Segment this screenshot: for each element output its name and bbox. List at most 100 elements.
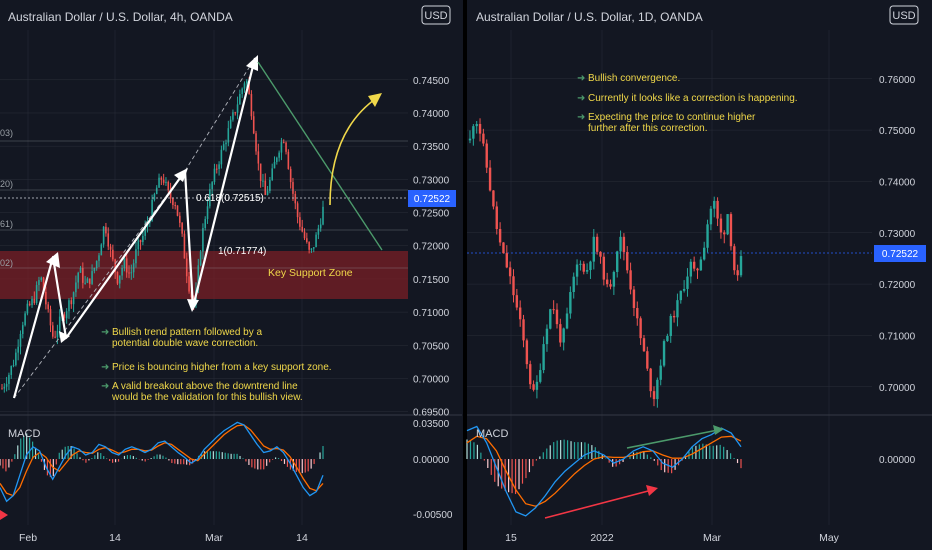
left-candles	[1, 76, 324, 393]
fib-label: 61)	[0, 219, 13, 229]
candle-body	[54, 336, 56, 338]
candle-body	[264, 180, 267, 195]
candle-body	[301, 226, 304, 232]
candle-body	[165, 181, 167, 183]
candle-body	[153, 194, 156, 200]
candle-body	[289, 168, 292, 183]
candle-body	[19, 333, 22, 347]
candle-body	[75, 282, 77, 293]
candle-body	[672, 315, 676, 318]
price-tick-label: 0.76000	[879, 75, 916, 86]
panel-separator[interactable]	[463, 0, 467, 550]
candle-body	[174, 205, 177, 207]
candle-body	[65, 311, 68, 319]
candle-body	[317, 228, 320, 235]
candle-body	[35, 285, 38, 304]
candle-body	[636, 307, 639, 319]
candle-body	[107, 233, 110, 247]
candle-body	[696, 268, 699, 271]
price-tick-label: 0.72000	[413, 242, 450, 253]
candle-body	[622, 236, 626, 253]
time-tick-label: 15	[505, 532, 517, 544]
candle-body	[125, 258, 128, 273]
candle-body	[545, 328, 549, 345]
candle-body	[488, 167, 492, 191]
candle-body	[139, 240, 142, 243]
price-tick-label: 0.73500	[413, 142, 450, 153]
candle-body	[702, 247, 706, 260]
candle-body	[632, 289, 636, 308]
candle-body	[109, 246, 112, 250]
candle-body	[142, 235, 144, 243]
candle-body	[525, 340, 529, 365]
candle-body	[482, 133, 485, 144]
candle-body	[68, 300, 70, 312]
left-currency-button[interactable]: USD	[421, 5, 451, 25]
note-line-segment: potential double wave correction.	[112, 338, 258, 349]
left-price-tag: 0.72522	[408, 190, 456, 207]
candle-body	[211, 182, 213, 190]
right-candles	[468, 118, 743, 408]
candle-body	[662, 341, 666, 366]
candle-body	[82, 268, 84, 283]
right-price-tag-text: 0.72522	[882, 249, 919, 260]
candle-body	[185, 258, 188, 277]
price-divergence-line[interactable]	[544, 489, 653, 519]
candle-body	[144, 226, 146, 236]
candle-body	[294, 193, 297, 204]
candle-body	[91, 271, 93, 284]
candle-body	[95, 260, 98, 268]
candle-body	[522, 319, 525, 341]
fib-label: 20)	[0, 179, 13, 189]
candle-body	[176, 205, 179, 216]
candle-body	[45, 291, 47, 305]
fibonacci-levels[interactable]: 03) 20) 61) 02) 0.618(0.72515) 1(0.71774…	[0, 128, 408, 269]
candle-body	[468, 138, 472, 141]
candle-body	[726, 214, 729, 235]
price-tick-label: 0.73000	[879, 229, 916, 240]
note-line-segment: Bullish trend pattern followed by a	[112, 327, 263, 338]
candle-body	[699, 259, 703, 271]
candle-body	[266, 190, 269, 195]
candle-body	[98, 255, 100, 261]
candle-body	[3, 386, 6, 389]
candle-body	[542, 344, 545, 371]
candle-body	[639, 318, 642, 339]
candle-body	[15, 352, 17, 366]
price-tick-label: 0.70500	[413, 341, 450, 352]
candle-body	[227, 128, 230, 143]
candle-body	[495, 206, 498, 229]
candle-body	[188, 276, 190, 292]
candle-body	[243, 83, 246, 89]
candle-body	[733, 246, 736, 271]
candle-body	[676, 300, 679, 318]
downtrend-line[interactable]	[257, 61, 383, 251]
right-currency-label: USD	[892, 10, 915, 22]
candle-body	[52, 325, 54, 337]
candle-body	[252, 116, 255, 134]
note-line-segment: would be the validation for this bullish…	[111, 392, 303, 403]
candle-body	[706, 224, 709, 248]
candle-body	[49, 309, 52, 326]
bullet-arrow-icon: ➜	[101, 362, 109, 373]
left-currency-label: USD	[424, 10, 447, 22]
left-time-axis: Feb 14 Mar 14	[19, 532, 308, 544]
candle-body	[285, 142, 287, 152]
candle-body	[38, 280, 40, 286]
bullish-wave-pattern[interactable]	[12, 55, 258, 399]
right-currency-button[interactable]: USD	[889, 5, 919, 25]
candle-body	[47, 304, 49, 310]
macd-convergence-line[interactable]	[626, 429, 719, 449]
candle-body	[535, 381, 539, 390]
candle-body	[93, 267, 96, 272]
price-tick-label: 0.71000	[413, 308, 450, 319]
yellow-projection-arrow[interactable]	[329, 96, 379, 206]
note-line: Price is bouncing higher from a key supp…	[112, 362, 332, 373]
price-tick-label: 0.69500	[413, 408, 450, 419]
candle-body	[229, 119, 232, 129]
note-line-segment: Expecting the price to continue higher	[588, 112, 756, 123]
candle-body	[319, 224, 322, 229]
candle-body	[128, 272, 130, 274]
candle-body	[475, 124, 478, 127]
